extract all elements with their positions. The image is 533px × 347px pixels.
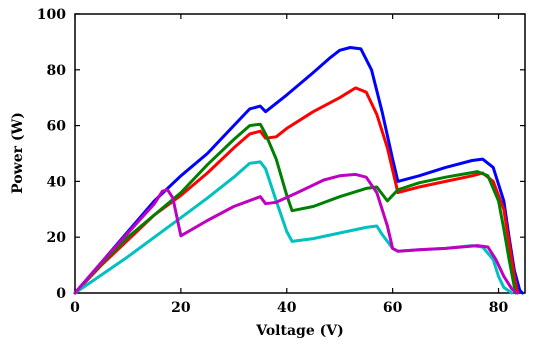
x-axis-title: Voltage (V) <box>255 323 343 339</box>
y-tick-label: 20 <box>47 230 67 246</box>
series-line-1 <box>73 46 524 295</box>
data-series <box>73 46 524 295</box>
y-tick-label: 40 <box>47 174 67 190</box>
plot-area <box>74 13 526 294</box>
y-tick-label: 0 <box>56 286 66 302</box>
x-tick-label: 20 <box>171 300 191 316</box>
series-line-3 <box>73 122 517 295</box>
x-tick-label: 0 <box>70 300 80 316</box>
y-tick-label: 60 <box>47 119 67 135</box>
series-line-5 <box>73 172 519 295</box>
y-axis-title: Power (W) <box>10 112 26 194</box>
axis-ticks: 0 20 40 60 80 0 20 40 60 80 100 <box>37 7 525 316</box>
y-tick-label: 100 <box>37 7 66 23</box>
y-tick-label: 80 <box>47 63 67 79</box>
x-tick-label: 60 <box>383 300 403 316</box>
x-tick-label: 80 <box>489 300 509 316</box>
x-tick-label: 40 <box>277 300 297 316</box>
